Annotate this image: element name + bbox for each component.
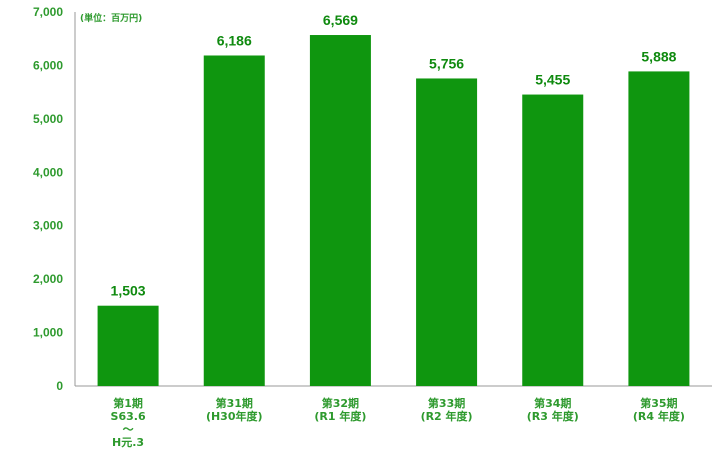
- bar: [628, 71, 690, 387]
- y-tick-label: 2,000: [33, 272, 63, 286]
- y-tick-label: 7,000: [33, 5, 63, 19]
- bar: [309, 35, 371, 387]
- value-label: 5,455: [535, 72, 570, 88]
- y-tick-labels: 0 1,000 2,000 3,000 4,000 5,000 6,000 7,000: [33, 5, 63, 393]
- y-tick-label: 5,000: [33, 112, 63, 126]
- category-label: S63.6: [111, 410, 146, 423]
- y-tick-label: 6,000: [33, 58, 63, 72]
- category-label: 第34期: [534, 396, 571, 410]
- category-label: 第1期: [113, 396, 143, 410]
- value-label: 5,756: [429, 55, 464, 71]
- unit-label: (単位：百万円): [80, 12, 142, 24]
- y-tick-label: 3,000: [33, 219, 63, 233]
- category-label: 〜: [123, 423, 134, 436]
- value-label: 1,503: [111, 283, 146, 299]
- value-label: 6,569: [323, 12, 358, 28]
- category-label: (R1 年度): [314, 409, 366, 423]
- y-tick-label: 0: [56, 379, 63, 393]
- category-label: 第32期: [322, 396, 359, 410]
- bar: [416, 78, 478, 386]
- y-tick-label: 4,000: [33, 165, 63, 179]
- bars: [97, 35, 690, 387]
- category-label: H元.3: [112, 436, 144, 449]
- bar: [97, 305, 159, 386]
- category-label: (R3 年度): [527, 409, 579, 423]
- category-label: 第35期: [640, 396, 677, 410]
- value-label: 5,888: [641, 48, 676, 64]
- category-label: 第31期: [216, 396, 253, 410]
- category-label: 第33期: [428, 396, 465, 410]
- category-label: (R4 年度): [633, 409, 685, 423]
- category-label: (R2 年度): [421, 409, 473, 423]
- category-label: (H30年度): [206, 409, 263, 423]
- bar: [203, 55, 265, 387]
- y-tick-label: 1,000: [33, 326, 63, 340]
- value-label: 6,186: [217, 32, 252, 48]
- value-labels: 1,503 6,186 6,569 5,756 5,455 5,888: [111, 12, 677, 299]
- bar: [522, 94, 584, 386]
